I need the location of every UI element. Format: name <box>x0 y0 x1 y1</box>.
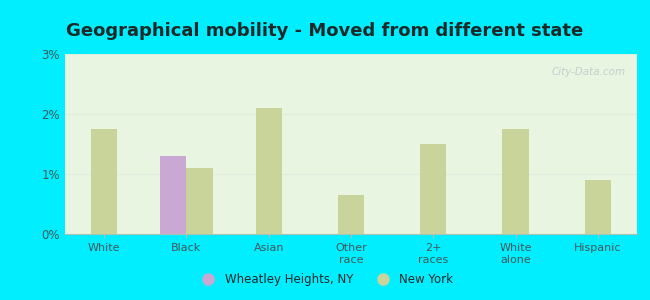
Bar <box>255 108 282 234</box>
Bar <box>338 195 364 234</box>
Bar <box>584 180 611 234</box>
Bar <box>187 168 213 234</box>
Bar <box>91 129 118 234</box>
Text: City-Data.com: City-Data.com <box>551 67 625 76</box>
Text: Geographical mobility - Moved from different state: Geographical mobility - Moved from diffe… <box>66 22 584 40</box>
Bar <box>502 129 528 234</box>
Bar <box>160 156 187 234</box>
Bar <box>420 144 447 234</box>
Legend: Wheatley Heights, NY, New York: Wheatley Heights, NY, New York <box>192 269 458 291</box>
